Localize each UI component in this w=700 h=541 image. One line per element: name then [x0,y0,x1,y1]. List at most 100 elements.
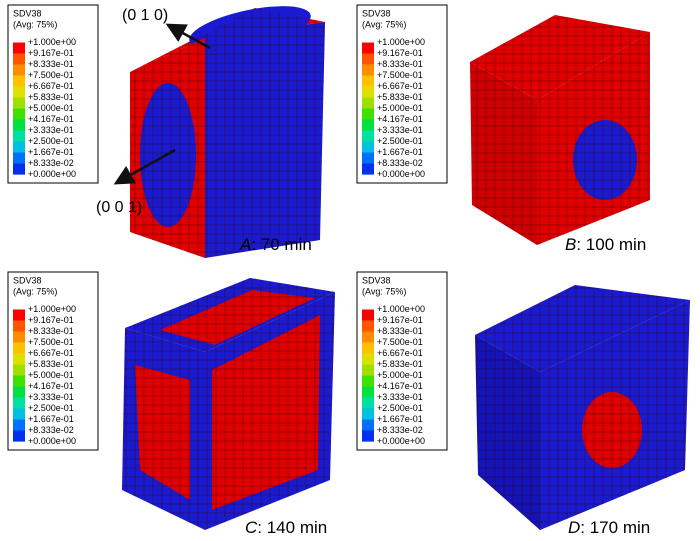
legend-title: SDV38 [13,275,42,285]
cube-b [470,15,650,245]
legend-label: +6.667e-01 [377,348,423,358]
legend-swatch [362,75,374,87]
legend-label: +4.167e-01 [377,381,423,391]
legend-swatch [13,309,25,321]
legend-swatch [13,353,25,365]
legend-label: +3.333e-01 [377,125,423,135]
legend-label: +7.500e-01 [28,337,74,347]
legend-label: +5.833e-01 [28,92,74,102]
legend-label: +2.500e-01 [377,136,423,146]
legend-swatch [13,163,25,175]
legend-title: SDV38 [362,8,391,18]
arrow [165,23,211,50]
legend-swatch [362,320,374,332]
legend-label: +6.667e-01 [28,348,74,358]
legend-swatch [362,53,374,65]
caption: A: 70 min [239,235,312,254]
legend-label: +3.333e-01 [377,392,423,402]
annotation: (0 0 1) [96,199,142,216]
legend-swatch [13,42,25,54]
legend-label: +5.000e-01 [28,103,74,113]
legend-subtitle: (Avg: 75%) [13,19,57,29]
legend-swatch [13,86,25,98]
legend-label: +9.167e-01 [28,48,74,58]
legend-label: +8.333e-01 [28,326,74,336]
legend-swatch [362,130,374,142]
legend-swatch [13,430,25,442]
legend-label: +1.667e-01 [28,147,74,157]
legend-label: +4.167e-01 [28,381,74,391]
caption: C: 140 min [245,518,327,537]
legend-label: +6.667e-01 [377,81,423,91]
legend-swatch [362,309,374,321]
legend-swatch [13,75,25,87]
legend-swatch [362,419,374,431]
legend-swatch [13,320,25,332]
legend-label: +8.333e-02 [377,158,423,168]
legend-swatch [362,108,374,120]
legend-subtitle: (Avg: 75%) [362,286,406,296]
legend-label: +5.000e-01 [377,103,423,113]
legend-swatch [362,97,374,109]
legend-swatch [362,163,374,175]
legend-label: +9.167e-01 [377,48,423,58]
legend-swatch [13,386,25,398]
legend-label: +8.333e-02 [28,158,74,168]
legend-swatch [13,119,25,131]
legend: SDV38(Avg: 75%) +1.000e+00+9.167e-01+8.33… [7,271,99,451]
legend-swatch [13,375,25,387]
legend-label: +1.000e+00 [377,37,425,47]
legend-swatch [13,331,25,343]
legend-label: +2.500e-01 [28,403,74,413]
legend-swatch [13,64,25,76]
legend-swatch [362,42,374,54]
legend-label: +5.000e-01 [377,370,423,380]
legend-swatch [362,331,374,343]
legend-label: +9.167e-01 [28,315,74,325]
legend-swatch [13,53,25,65]
legend-swatch [362,119,374,131]
legend-swatch [13,108,25,120]
legend-label: +1.000e+00 [377,304,425,314]
legend-label: +0.000e+00 [377,169,425,179]
legend-swatch [362,353,374,365]
legend-swatch [362,386,374,398]
legend-swatch [362,375,374,387]
legend-swatch [362,64,374,76]
annotation: (0 1 0) [122,7,168,24]
caption: D: 170 min [568,518,650,537]
legend-swatch [362,408,374,420]
cube-a [130,6,325,258]
cube-d [475,285,690,530]
legend-label: +4.167e-01 [377,114,423,124]
legend-label: +8.333e-01 [377,326,423,336]
legend-label: +0.000e+00 [377,436,425,446]
legend-title: SDV38 [362,275,391,285]
legend: SDV38(Avg: 75%) +1.000e+00+9.167e-01+8.33… [356,271,448,451]
legend-label: +7.500e-01 [28,70,74,80]
legend-swatch [13,397,25,409]
legend-title: SDV38 [13,8,42,18]
legend-label: +7.500e-01 [377,70,423,80]
legend-swatch [362,86,374,98]
legend-label: +1.000e+00 [28,304,76,314]
legend-label: +9.167e-01 [377,315,423,325]
legend-label: +3.333e-01 [28,392,74,402]
arrow [113,148,176,185]
legend-label: +8.333e-01 [377,59,423,69]
legend-label: +1.667e-01 [377,147,423,157]
legend-label: +1.000e+00 [28,37,76,47]
legend-label: +6.667e-01 [28,81,74,91]
legend-swatch [362,397,374,409]
legend-label: +8.333e-01 [28,59,74,69]
legend-swatch [362,152,374,164]
legend-label: +5.000e-01 [28,370,74,380]
legend-swatch [362,141,374,153]
legend-label: +7.500e-01 [377,337,423,347]
legend-label: +5.833e-01 [377,359,423,369]
legend-swatch [13,364,25,376]
legend: SDV38(Avg: 75%)+1.000e+00+9.167e-01+8.33… [7,4,99,184]
legend-label: +0.000e+00 [28,169,76,179]
legend-swatch [13,152,25,164]
legend-subtitle: (Avg: 75%) [13,286,57,296]
